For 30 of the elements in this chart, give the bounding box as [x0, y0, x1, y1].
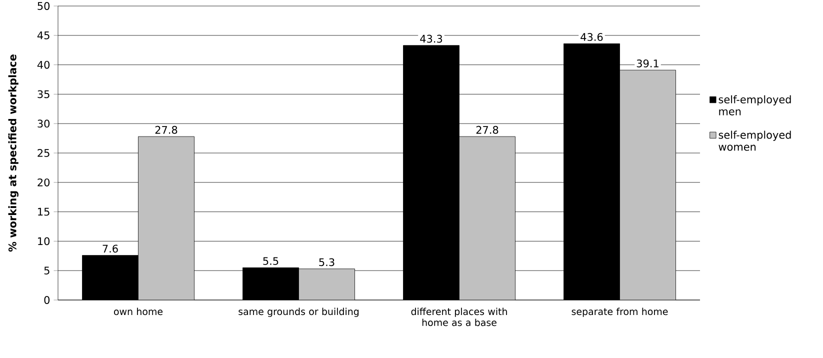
y-tick-label: 10 [38, 237, 50, 246]
data-label: 39.1 [636, 59, 658, 68]
x-tick-label: same grounds or building [238, 308, 359, 317]
y-axis-title: % working at specified workplace [8, 54, 18, 252]
y-tick-label: 50 [38, 2, 50, 10]
y-tick-label: 20 [38, 178, 50, 186]
data-label: 43.6 [580, 33, 603, 41]
y-tick-label: 40 [37, 60, 50, 69]
bar [138, 136, 194, 300]
y-tick-label: 30 [38, 120, 50, 128]
bar [620, 70, 676, 300]
x-tick-label: separate from home [572, 308, 668, 317]
x-tick-label: own home [114, 308, 163, 316]
legend-label: self-employed men [718, 95, 791, 116]
bar [459, 136, 516, 300]
y-tick-label: 45 [37, 32, 50, 40]
legend-label: self-employed women [718, 130, 791, 151]
y-tick-label: 5 [44, 266, 50, 274]
data-label: 27.8 [476, 126, 498, 134]
data-label: 27.8 [155, 126, 178, 134]
y-tick-label: 25 [38, 149, 50, 157]
data-label: 5.5 [263, 257, 278, 265]
data-label: 5.3 [319, 258, 334, 266]
y-tick-label: 15 [38, 208, 50, 216]
data-label: 7.6 [102, 244, 118, 253]
bar [298, 268, 355, 300]
data-label: 43.3 [420, 34, 442, 43]
y-tick-label: 0 [44, 296, 50, 304]
x-tick-label: different places with home as a base [411, 308, 507, 326]
y-tick-label: 35 [38, 90, 50, 98]
